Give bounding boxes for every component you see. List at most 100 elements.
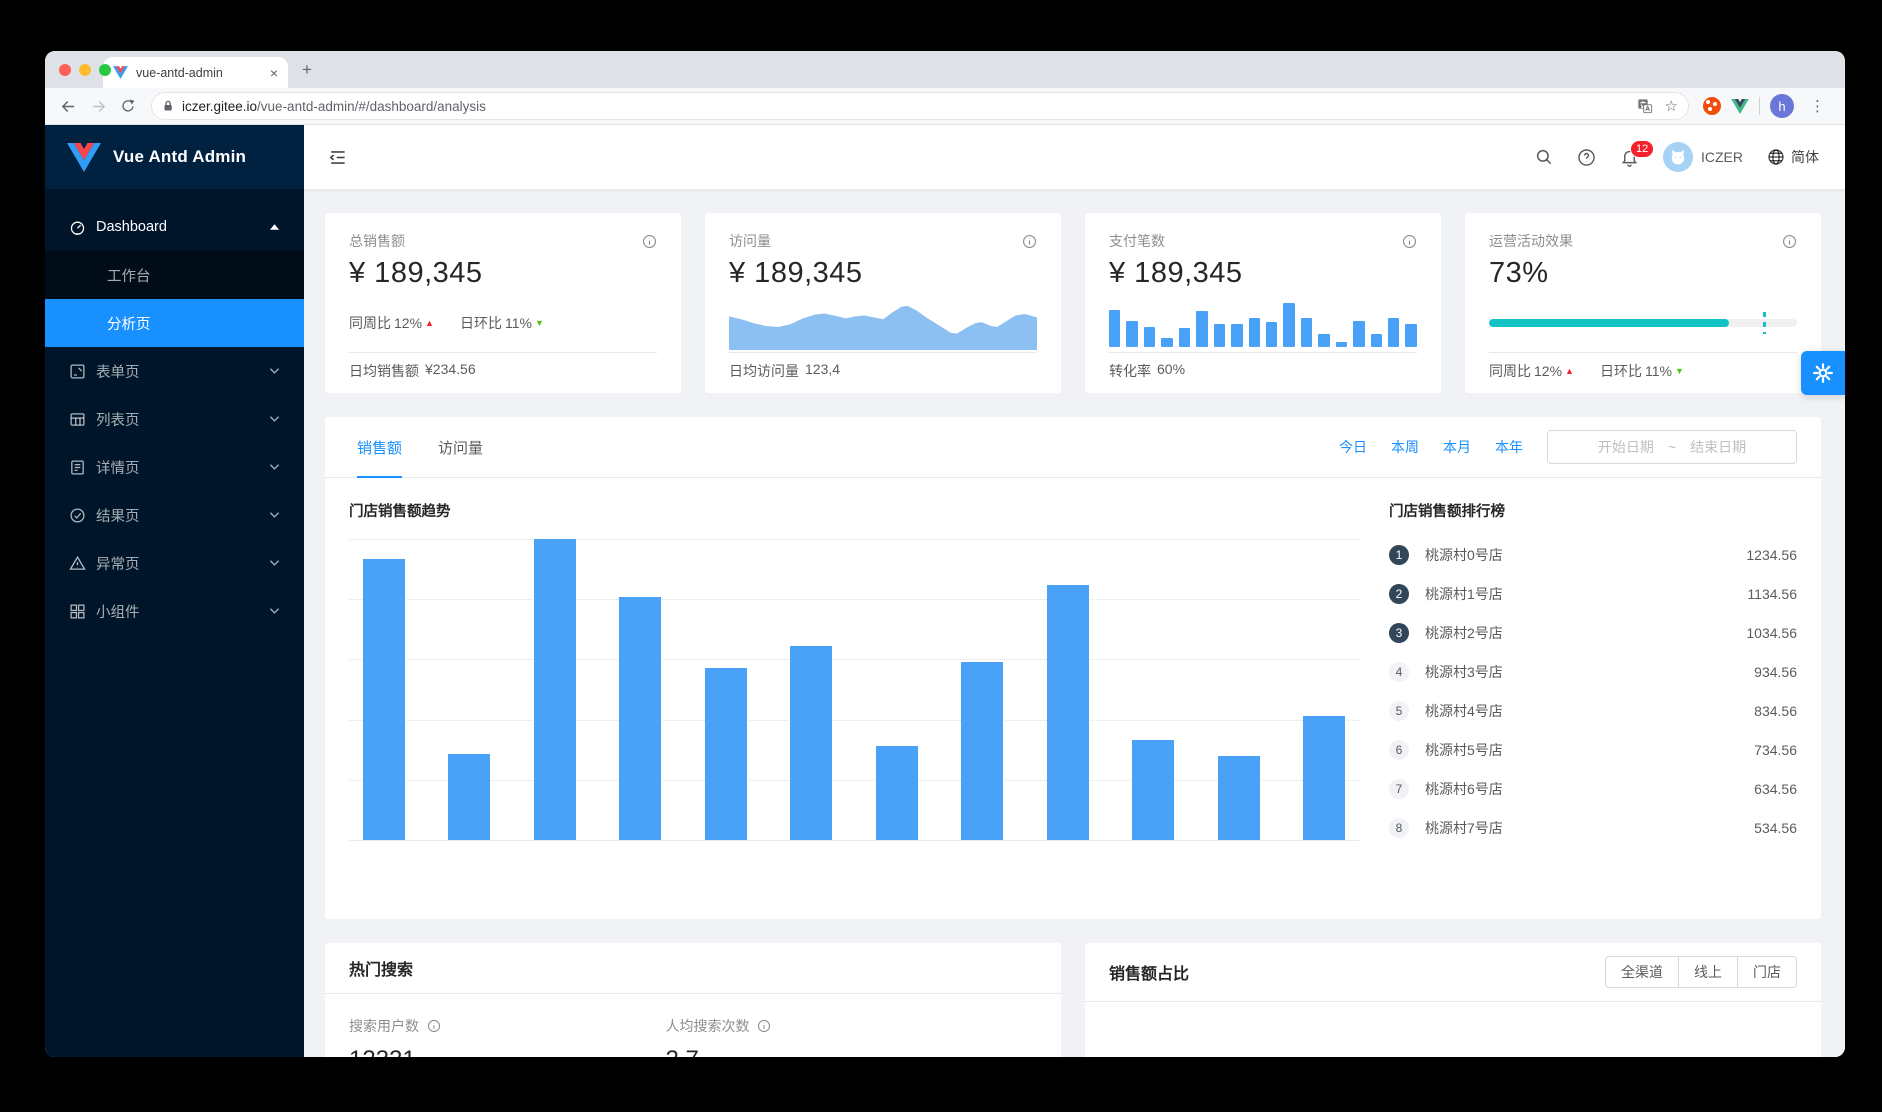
footer-value: 60% xyxy=(1157,361,1186,377)
user-menu[interactable]: ICZER xyxy=(1663,142,1743,172)
date-separator: ~ xyxy=(1667,439,1677,455)
card-title: 销售额占比 xyxy=(1109,966,1190,983)
gridline xyxy=(349,659,1359,661)
sales-panel: 销售额 访问量 今日 本周 本月 本年 开始日期 xyxy=(325,417,1821,919)
sidebar-item-details[interactable]: 详情页 xyxy=(45,443,304,491)
sidebar-item-analysis[interactable]: 分析页 xyxy=(45,299,304,347)
reload-icon xyxy=(122,99,135,112)
minimize-window-button[interactable] xyxy=(79,64,91,76)
store-value: 1034.56 xyxy=(1746,625,1797,641)
lock-icon xyxy=(164,100,172,111)
sidebar-item-label: 结果页 xyxy=(96,508,140,525)
channel-store-button[interactable]: 门店 xyxy=(1738,956,1797,988)
sidebar-item-exceptions[interactable]: 异常页 xyxy=(45,539,304,587)
mini-bar xyxy=(1231,323,1243,347)
progress-target-marker xyxy=(1763,312,1767,334)
browser-menu-icon[interactable]: ⋮ xyxy=(1810,98,1825,115)
dashboard-icon xyxy=(70,221,85,235)
extension-icon[interactable] xyxy=(1703,97,1721,115)
store-value: 1134.56 xyxy=(1747,586,1797,602)
info-icon[interactable] xyxy=(427,1019,441,1033)
tab-sales[interactable]: 销售额 xyxy=(357,417,403,478)
channel-all-button[interactable]: 全渠道 xyxy=(1605,956,1679,988)
card-title: 总销售额 xyxy=(349,233,405,249)
vue-favicon-icon xyxy=(113,66,128,79)
help-icon[interactable] xyxy=(1577,148,1596,167)
info-icon[interactable] xyxy=(1782,234,1797,249)
dashboard-submenu: 工作台 分析页 xyxy=(45,251,304,347)
sales-ratio-card: 销售额占比 全渠道 线上 门店 示例五: 9% xyxy=(1085,943,1821,1057)
mini-bar xyxy=(1178,327,1191,347)
stat-value: 2.7 xyxy=(665,1046,698,1057)
menu-fold-button[interactable] xyxy=(304,148,371,167)
store-name: 桃源村0号店 xyxy=(1425,547,1503,563)
sidebar-item-dashboard[interactable]: Dashboard xyxy=(45,203,304,251)
form-icon xyxy=(70,363,85,379)
info-icon[interactable] xyxy=(757,1019,771,1033)
sidebar-item-workbench[interactable]: 工作台 xyxy=(45,251,304,299)
link-this-year[interactable]: 本年 xyxy=(1495,439,1523,455)
link-this-week[interactable]: 本周 xyxy=(1391,439,1419,455)
sidebar: Vue Antd Admin Dashboard 工作台 分析页 xyxy=(45,125,304,1057)
sidebar-item-label: 表单页 xyxy=(96,364,140,381)
browser-profile-avatar[interactable]: h xyxy=(1770,94,1794,118)
gridline xyxy=(349,539,1359,540)
profile-icon xyxy=(71,459,84,475)
sidebar-item-forms[interactable]: 表单页 xyxy=(45,347,304,395)
date-range-picker[interactable]: 开始日期 ~ 结束日期 xyxy=(1547,430,1797,464)
hot-search-card: 热门搜索 搜索用户数 12321 xyxy=(325,943,1061,1057)
mini-bar xyxy=(1265,322,1278,347)
card-value: ¥ 189,345 xyxy=(1109,257,1243,289)
store-value: 934.56 xyxy=(1754,664,1797,680)
language-switcher[interactable]: 简体 xyxy=(1767,147,1819,167)
rank-badge: 3 xyxy=(1389,623,1409,643)
mini-bar xyxy=(1196,311,1208,347)
reload-button[interactable] xyxy=(113,91,143,121)
link-this-month[interactable]: 本月 xyxy=(1443,439,1471,455)
info-icon[interactable] xyxy=(642,234,657,249)
trend-value: 11% xyxy=(1644,363,1672,379)
trend-up-icon: ▲ xyxy=(1565,365,1574,376)
forward-arrow-icon xyxy=(92,100,105,112)
date-end-placeholder: 结束日期 xyxy=(1690,439,1747,455)
ranking-row: 4 桃源村3号店 934.56 xyxy=(1389,660,1797,684)
footer-value: ¥234.56 xyxy=(425,361,476,377)
table-icon xyxy=(70,412,85,426)
translate-icon[interactable] xyxy=(1637,98,1653,114)
sidebar-item-lists[interactable]: 列表页 xyxy=(45,395,304,443)
theme-settings-button[interactable] xyxy=(1801,351,1845,395)
store-value: 734.56 xyxy=(1754,742,1797,758)
operations-progress-bar xyxy=(1489,312,1797,334)
search-icon[interactable] xyxy=(1535,148,1553,166)
search-per-user-stat: 人均搜索次数 2.7 71.2▼ xyxy=(665,1016,981,1057)
maximize-window-button[interactable] xyxy=(99,64,111,76)
link-today[interactable]: 今日 xyxy=(1339,439,1367,455)
back-button[interactable] xyxy=(53,91,83,121)
mini-bar xyxy=(1161,338,1173,347)
bar xyxy=(363,558,405,840)
warning-icon xyxy=(69,555,86,570)
new-tab-button[interactable]: + xyxy=(302,60,312,79)
url-bar[interactable]: iczer.gitee.io/vue-antd-admin/#/dashboar… xyxy=(151,92,1689,120)
close-window-button[interactable] xyxy=(59,64,71,76)
sidebar-item-widgets[interactable]: 小组件 xyxy=(45,587,304,635)
tab-visits[interactable]: 访问量 xyxy=(438,439,484,457)
sidebar-item-label: 详情页 xyxy=(96,460,140,477)
sidebar-item-label: 异常页 xyxy=(96,556,140,573)
app-logo[interactable]: Vue Antd Admin xyxy=(45,125,304,189)
notifications-button[interactable]: 12 xyxy=(1620,139,1655,167)
channel-online-button[interactable]: 线上 xyxy=(1679,956,1738,988)
footer-label: 日均销售额 xyxy=(349,363,419,379)
browser-tab[interactable]: vue-antd-admin × xyxy=(103,57,288,88)
vue-devtools-icon[interactable] xyxy=(1731,98,1749,114)
bookmark-star-icon[interactable]: ☆ xyxy=(1664,98,1678,115)
stat-value: 12321 xyxy=(349,1046,416,1057)
forward-button[interactable] xyxy=(83,91,113,121)
extensions-area: h ⋮ xyxy=(1697,94,1837,118)
info-icon[interactable] xyxy=(1402,234,1417,249)
sidebar-item-results[interactable]: 结果页 xyxy=(45,491,304,539)
tab-close-icon[interactable]: × xyxy=(269,64,278,81)
page-content: 总销售额 ¥ 189,345 同周比 12% ▲ 日环比 11% ▼ 日均销售额 ¥234… xyxy=(304,189,1845,1057)
info-icon[interactable] xyxy=(1022,234,1037,249)
chart-title: 门店销售额趋势 xyxy=(349,504,451,520)
